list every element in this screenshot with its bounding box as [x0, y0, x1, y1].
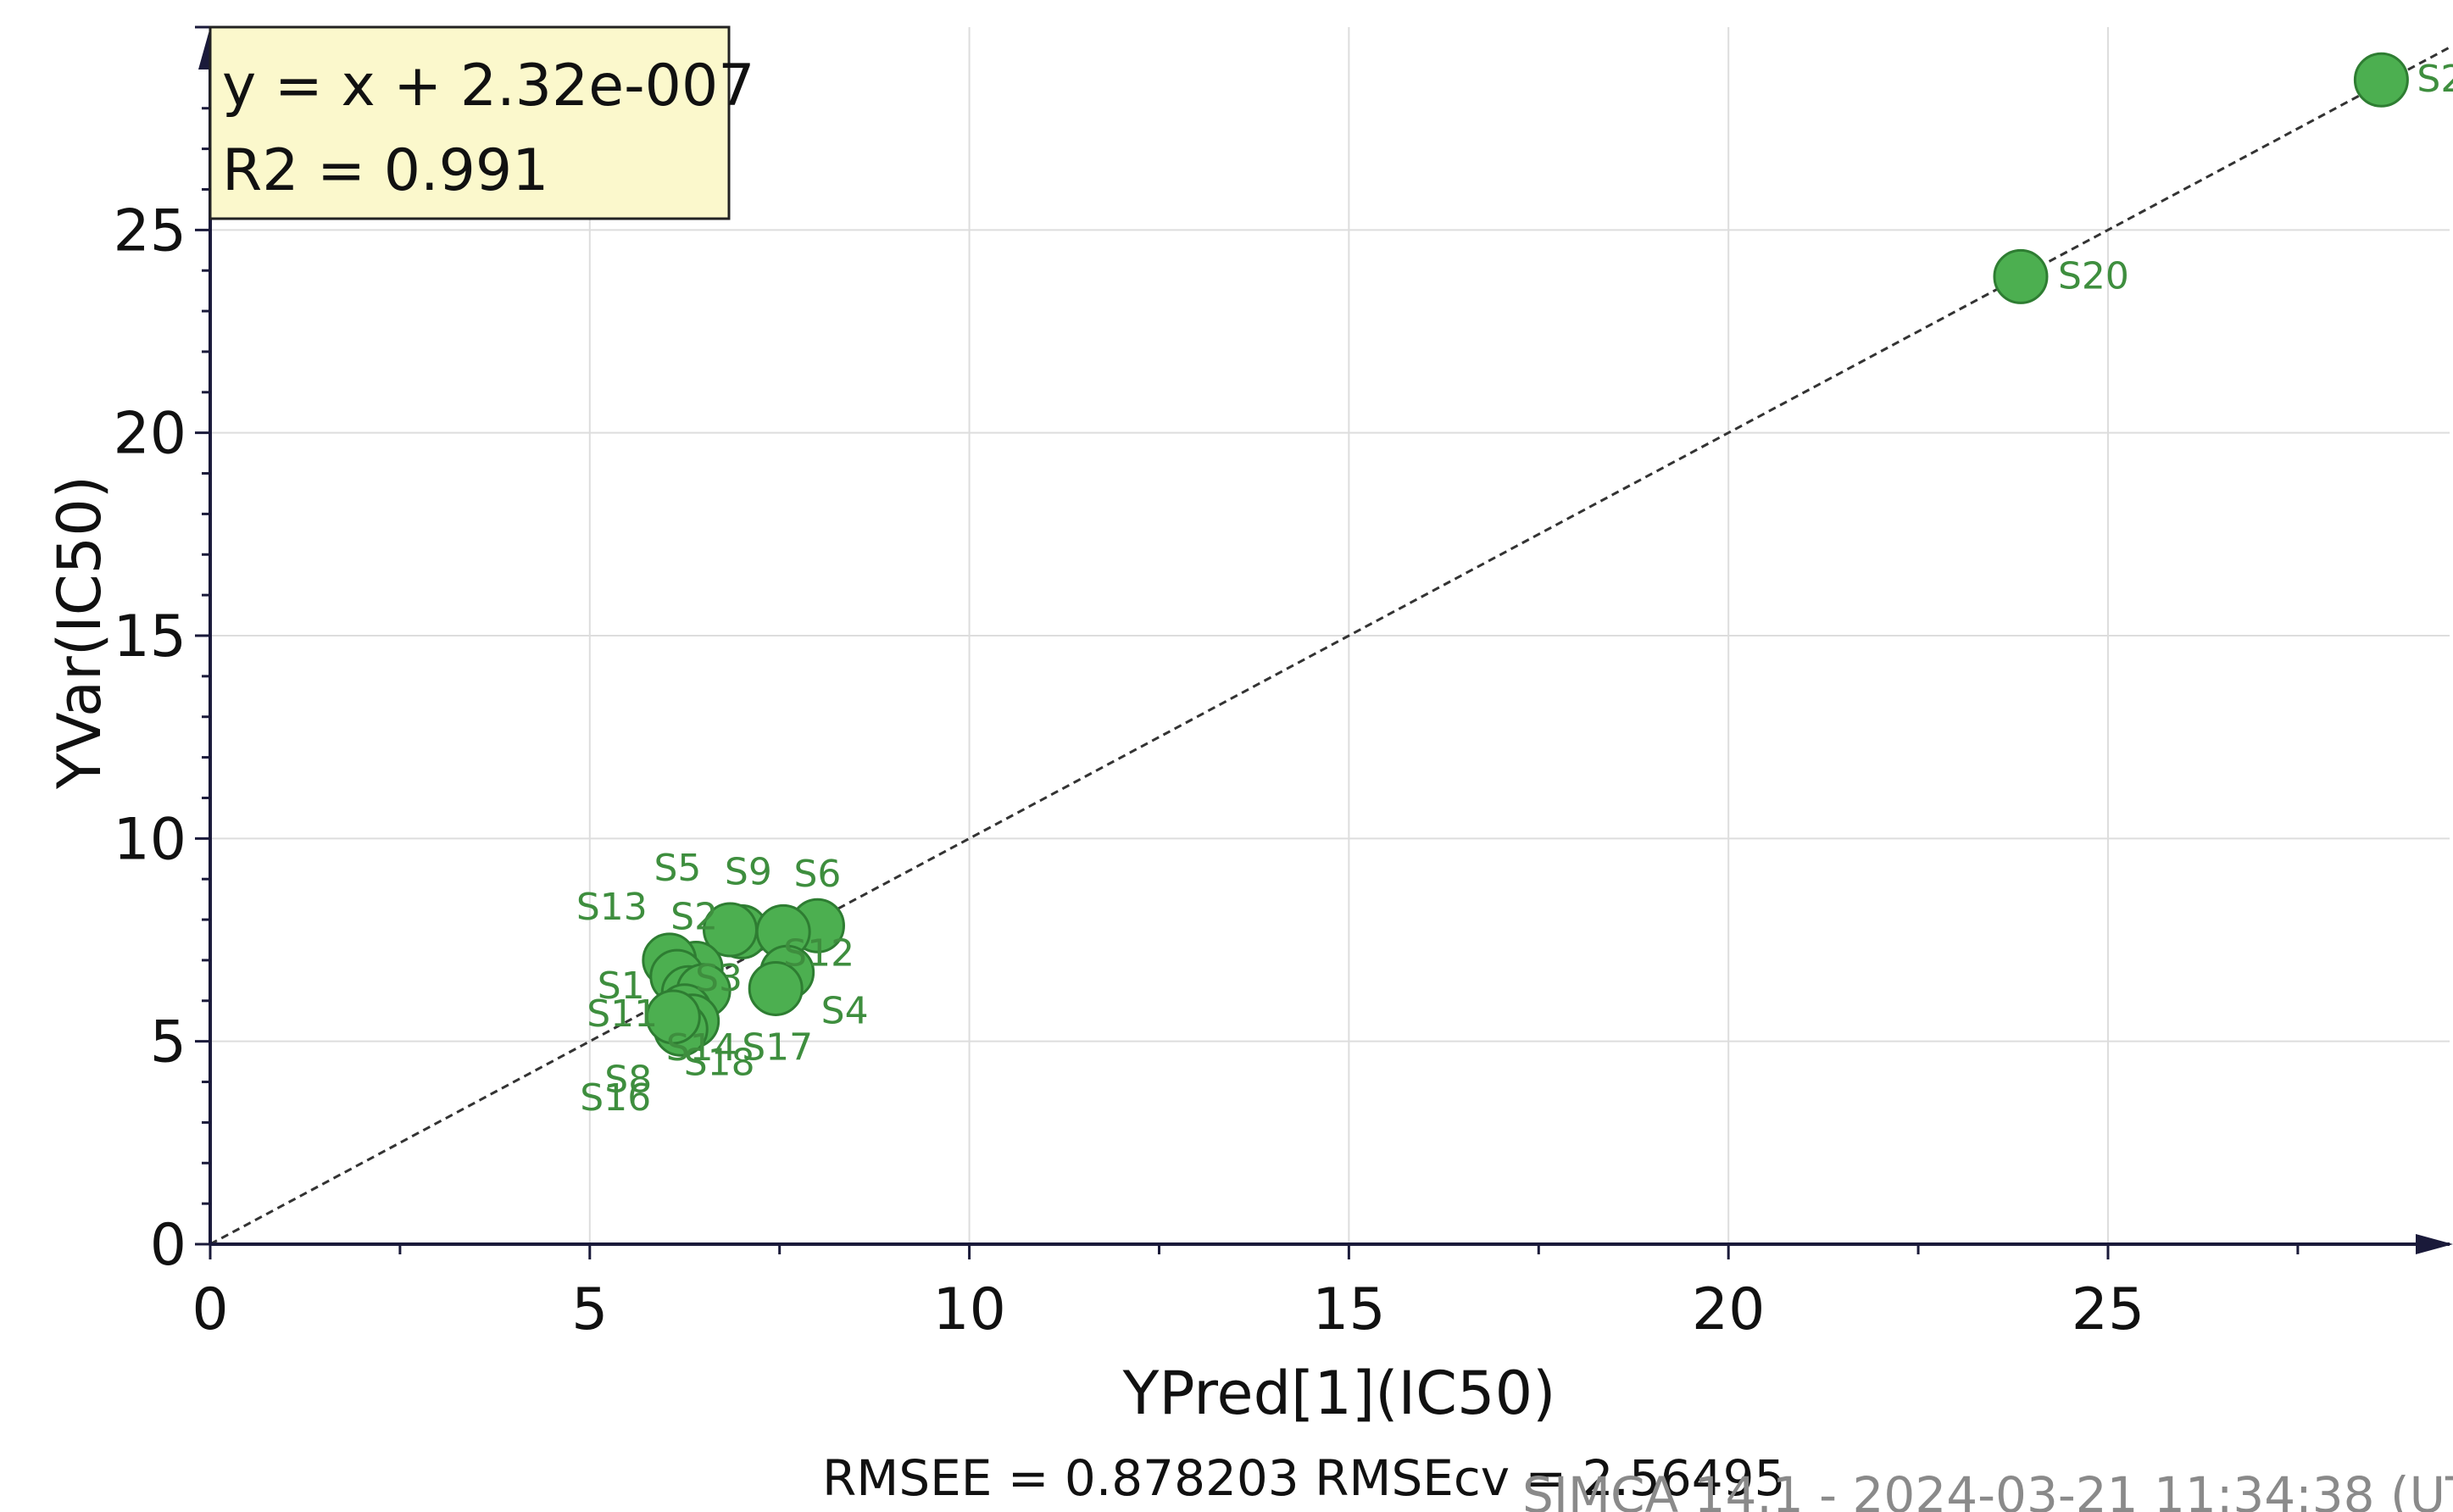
- y-axis-title: YVar(IC50): [45, 475, 114, 790]
- point-layer: [642, 52, 2409, 1057]
- equation-box-background: [209, 25, 731, 220]
- scatter-point: [2353, 52, 2409, 108]
- equation-box: y = x + 2.32e-007 R2 = 0.991: [209, 25, 754, 220]
- point-label: S1: [598, 964, 645, 1008]
- x-tick-label: 25: [2072, 1276, 2145, 1343]
- scatter-point: [1993, 248, 2049, 304]
- regression-r2: R2 = 0.991: [222, 137, 548, 204]
- point-label: S2: [670, 896, 718, 939]
- tick-label-layer: 0 5 10 15 20 25 0 5 10 15 20 25: [113, 197, 2144, 1343]
- x-tick-label: 0: [192, 1276, 228, 1343]
- point-label: S8: [604, 1058, 652, 1101]
- point-label: S11: [587, 992, 658, 1036]
- point-label: S4: [821, 989, 869, 1032]
- x-tick-label: 5: [571, 1276, 608, 1343]
- y-tick-label: 5: [150, 1009, 186, 1076]
- x-tick-label: 10: [932, 1276, 1006, 1343]
- software-credit: SIMCA 14.1 - 2024-03-21 11:34:38 (UTC: [1522, 1466, 2453, 1512]
- point-label: S14: [666, 1026, 737, 1070]
- point-label: S6: [793, 853, 841, 896]
- point-label: S12: [783, 931, 854, 975]
- x-tick-label: 15: [1312, 1276, 1386, 1343]
- point-label: S9: [725, 850, 772, 893]
- point-label: S17: [742, 1026, 813, 1069]
- regression-equation: y = x + 2.32e-007: [222, 53, 754, 120]
- regression-line-layer: [209, 46, 2450, 1246]
- y-tick-label: 15: [113, 603, 186, 670]
- y-tick-label: 25: [113, 197, 186, 264]
- x-axis-title: YPred[1](IC50): [1122, 1359, 1556, 1428]
- y-tick-label: 0: [150, 1212, 186, 1279]
- scatter-point: [645, 989, 701, 1045]
- grid-layer: [210, 27, 2450, 1244]
- regression-line: [209, 46, 2450, 1246]
- point-label: S18: [684, 1042, 755, 1085]
- rmse-footer: RMSEE = 0.878203 RMSEcv = 2.56495: [822, 1449, 1785, 1507]
- point-label: S3: [695, 957, 743, 1000]
- x-tick-label: 20: [1692, 1276, 1766, 1343]
- point-label: S5: [654, 847, 701, 890]
- point-label: S16: [580, 1076, 651, 1120]
- point-label: S21: [2417, 58, 2453, 101]
- x-axis-arrow: [2416, 1234, 2453, 1254]
- y-tick-label: 10: [113, 806, 186, 873]
- point-label: S13: [576, 886, 648, 929]
- y-tick-label: 20: [113, 401, 186, 468]
- point-label: S20: [2058, 254, 2129, 297]
- scatter-point: [748, 960, 804, 1016]
